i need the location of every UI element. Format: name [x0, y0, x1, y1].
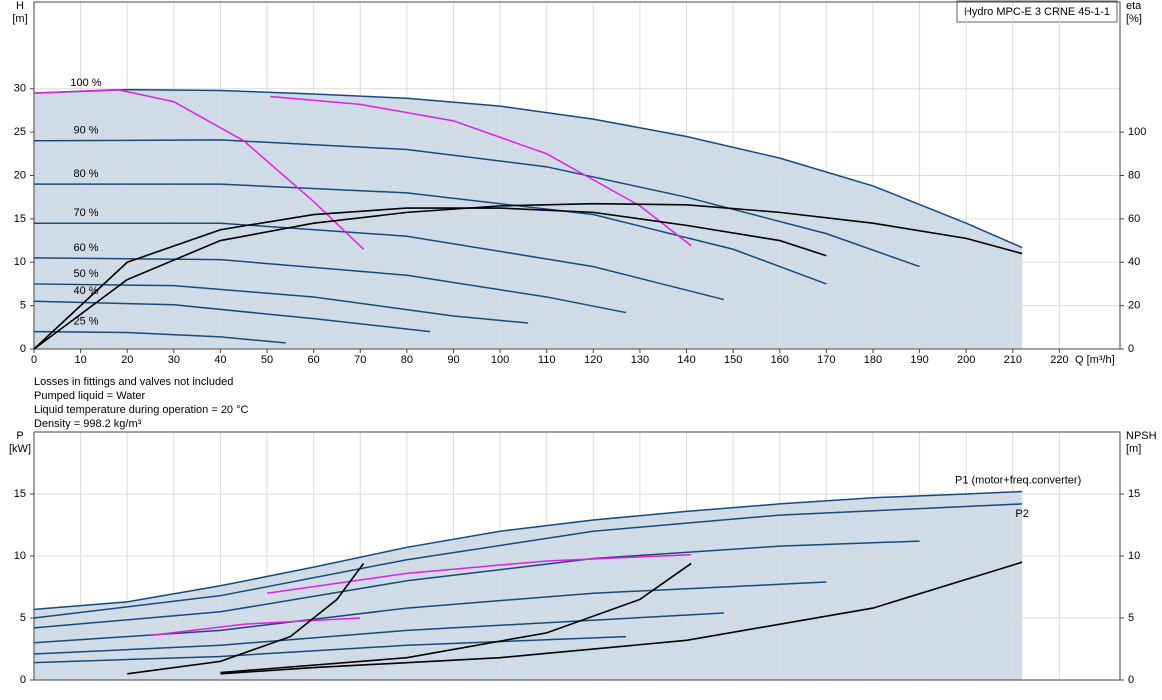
y2-axis-unit: [m]: [1126, 443, 1141, 455]
curve: [33, 257, 627, 314]
y2-tick-label: 40: [1128, 256, 1140, 268]
y2-tick-label: 5: [1128, 612, 1134, 624]
chart: 0 5 10 15 0 5 10 15 P[kW] NPSH[m] P1 (motor+freq.c…: [9, 430, 1157, 686]
y2-axis-unit: [%]: [1126, 13, 1142, 25]
x-tick-label: 40: [214, 354, 226, 366]
x-tick-label: 220: [1050, 354, 1068, 366]
curve: [33, 202, 1023, 350]
y-tick-label: 15: [14, 488, 26, 500]
y2-tick-label: 20: [1128, 300, 1140, 312]
x-tick-label: 150: [724, 354, 742, 366]
curve: [150, 617, 361, 637]
speed-label: 80 %: [73, 168, 98, 180]
y-axis-unit: [kW]: [9, 443, 31, 455]
x-tick-label: 170: [817, 354, 835, 366]
curve: [33, 88, 1023, 249]
x-tick-label: 30: [168, 354, 180, 366]
y2-tick-label: 100: [1128, 126, 1146, 138]
curve: [33, 635, 626, 664]
x-tick-label: 90: [447, 354, 459, 366]
curve: [33, 300, 431, 333]
speed-label: 100 %: [70, 77, 101, 89]
curve: [34, 222, 725, 301]
y-tick-label: 20: [14, 169, 26, 181]
curve: [33, 540, 920, 629]
x-tick-label: 210: [1004, 354, 1022, 366]
title-box: [956, 0, 1118, 23]
speed-label: 25 %: [73, 316, 98, 328]
curve: [33, 503, 1023, 619]
y2-tick-label: 0: [1128, 343, 1134, 355]
y2-tick-label: 0: [1128, 674, 1134, 686]
curve: [33, 283, 529, 324]
y2-tick-label: 60: [1128, 213, 1140, 225]
y-axis-label: H: [16, 0, 24, 12]
x-tick-label: 0: [31, 354, 37, 366]
curve: [33, 139, 920, 268]
x-tick-label: 190: [910, 354, 928, 366]
curve: [33, 88, 365, 250]
y2-tick-label: 10: [1128, 550, 1140, 562]
y-tick-label: 10: [14, 550, 26, 562]
x-tick-label: 180: [864, 354, 882, 366]
x-tick-label: 60: [308, 354, 320, 366]
y2-tick-label: 80: [1128, 169, 1140, 181]
x-tick-label: 120: [584, 354, 602, 366]
curve: [270, 95, 692, 247]
speed-label: 70 %: [73, 207, 98, 219]
speed-label: 50 %: [73, 268, 98, 280]
x-tick-label: 20: [121, 354, 133, 366]
note: Pumped liquid = Water: [34, 390, 146, 402]
curve: [34, 183, 827, 285]
y-tick-label: 15: [14, 213, 26, 225]
operating-area: [34, 491, 1023, 680]
note: Liquid temperature during operation = 20…: [34, 404, 249, 416]
x-tick-label: 10: [74, 354, 86, 366]
y-axis-unit: [m]: [12, 13, 27, 25]
x-tick-label: 80: [401, 354, 413, 366]
y-tick-label: 10: [14, 256, 26, 268]
y2-axis-label: eta: [1126, 0, 1142, 12]
y-tick-label: 30: [14, 83, 26, 95]
curve: [33, 612, 724, 655]
y-tick-label: 0: [20, 674, 26, 686]
x-tick-label: 100: [491, 354, 509, 366]
curve-label: P1 (motor+freq.converter): [955, 474, 1081, 486]
x-tick-label: 70: [354, 354, 366, 366]
curve: [33, 207, 827, 350]
y-tick-label: 0: [20, 343, 26, 355]
curve: [220, 562, 692, 674]
x-tick-label: 160: [771, 354, 789, 366]
curve: [266, 554, 692, 594]
y-tick-label: 5: [20, 612, 26, 624]
curve: [33, 490, 1023, 611]
note: Density = 998.2 kg/m³: [34, 418, 142, 430]
x-axis-label: Q [m³/h]: [1075, 354, 1115, 366]
x-tick-label: 130: [631, 354, 649, 366]
speed-label: 90 %: [73, 125, 98, 137]
y2-tick-label: 15: [1128, 488, 1140, 500]
x-tick-label: 50: [261, 354, 273, 366]
x-tick-label: 140: [677, 354, 695, 366]
y2-axis-label: NPSH: [1126, 430, 1157, 442]
chart: 0 5 10 15 20 25 30 0 20 40 60 80 100 0 10 20 30 40 50 60 70 8…: [12, 0, 1146, 366]
note: Losses in fittings and valves not includ…: [34, 376, 233, 388]
y-tick-label: 5: [20, 300, 26, 312]
y-axis-label: P: [16, 430, 23, 442]
chart-title: Hydro MPC-E 3 CRNE 45-1-1: [964, 6, 1110, 18]
x-tick-label: 110: [538, 354, 556, 366]
curve: [33, 330, 286, 344]
speed-label: 60 %: [73, 242, 98, 254]
y-tick-label: 25: [14, 126, 26, 138]
curve: [127, 562, 365, 675]
curve-label: P2: [1015, 508, 1028, 520]
curve: [220, 561, 1023, 675]
x-tick-label: 200: [957, 354, 975, 366]
